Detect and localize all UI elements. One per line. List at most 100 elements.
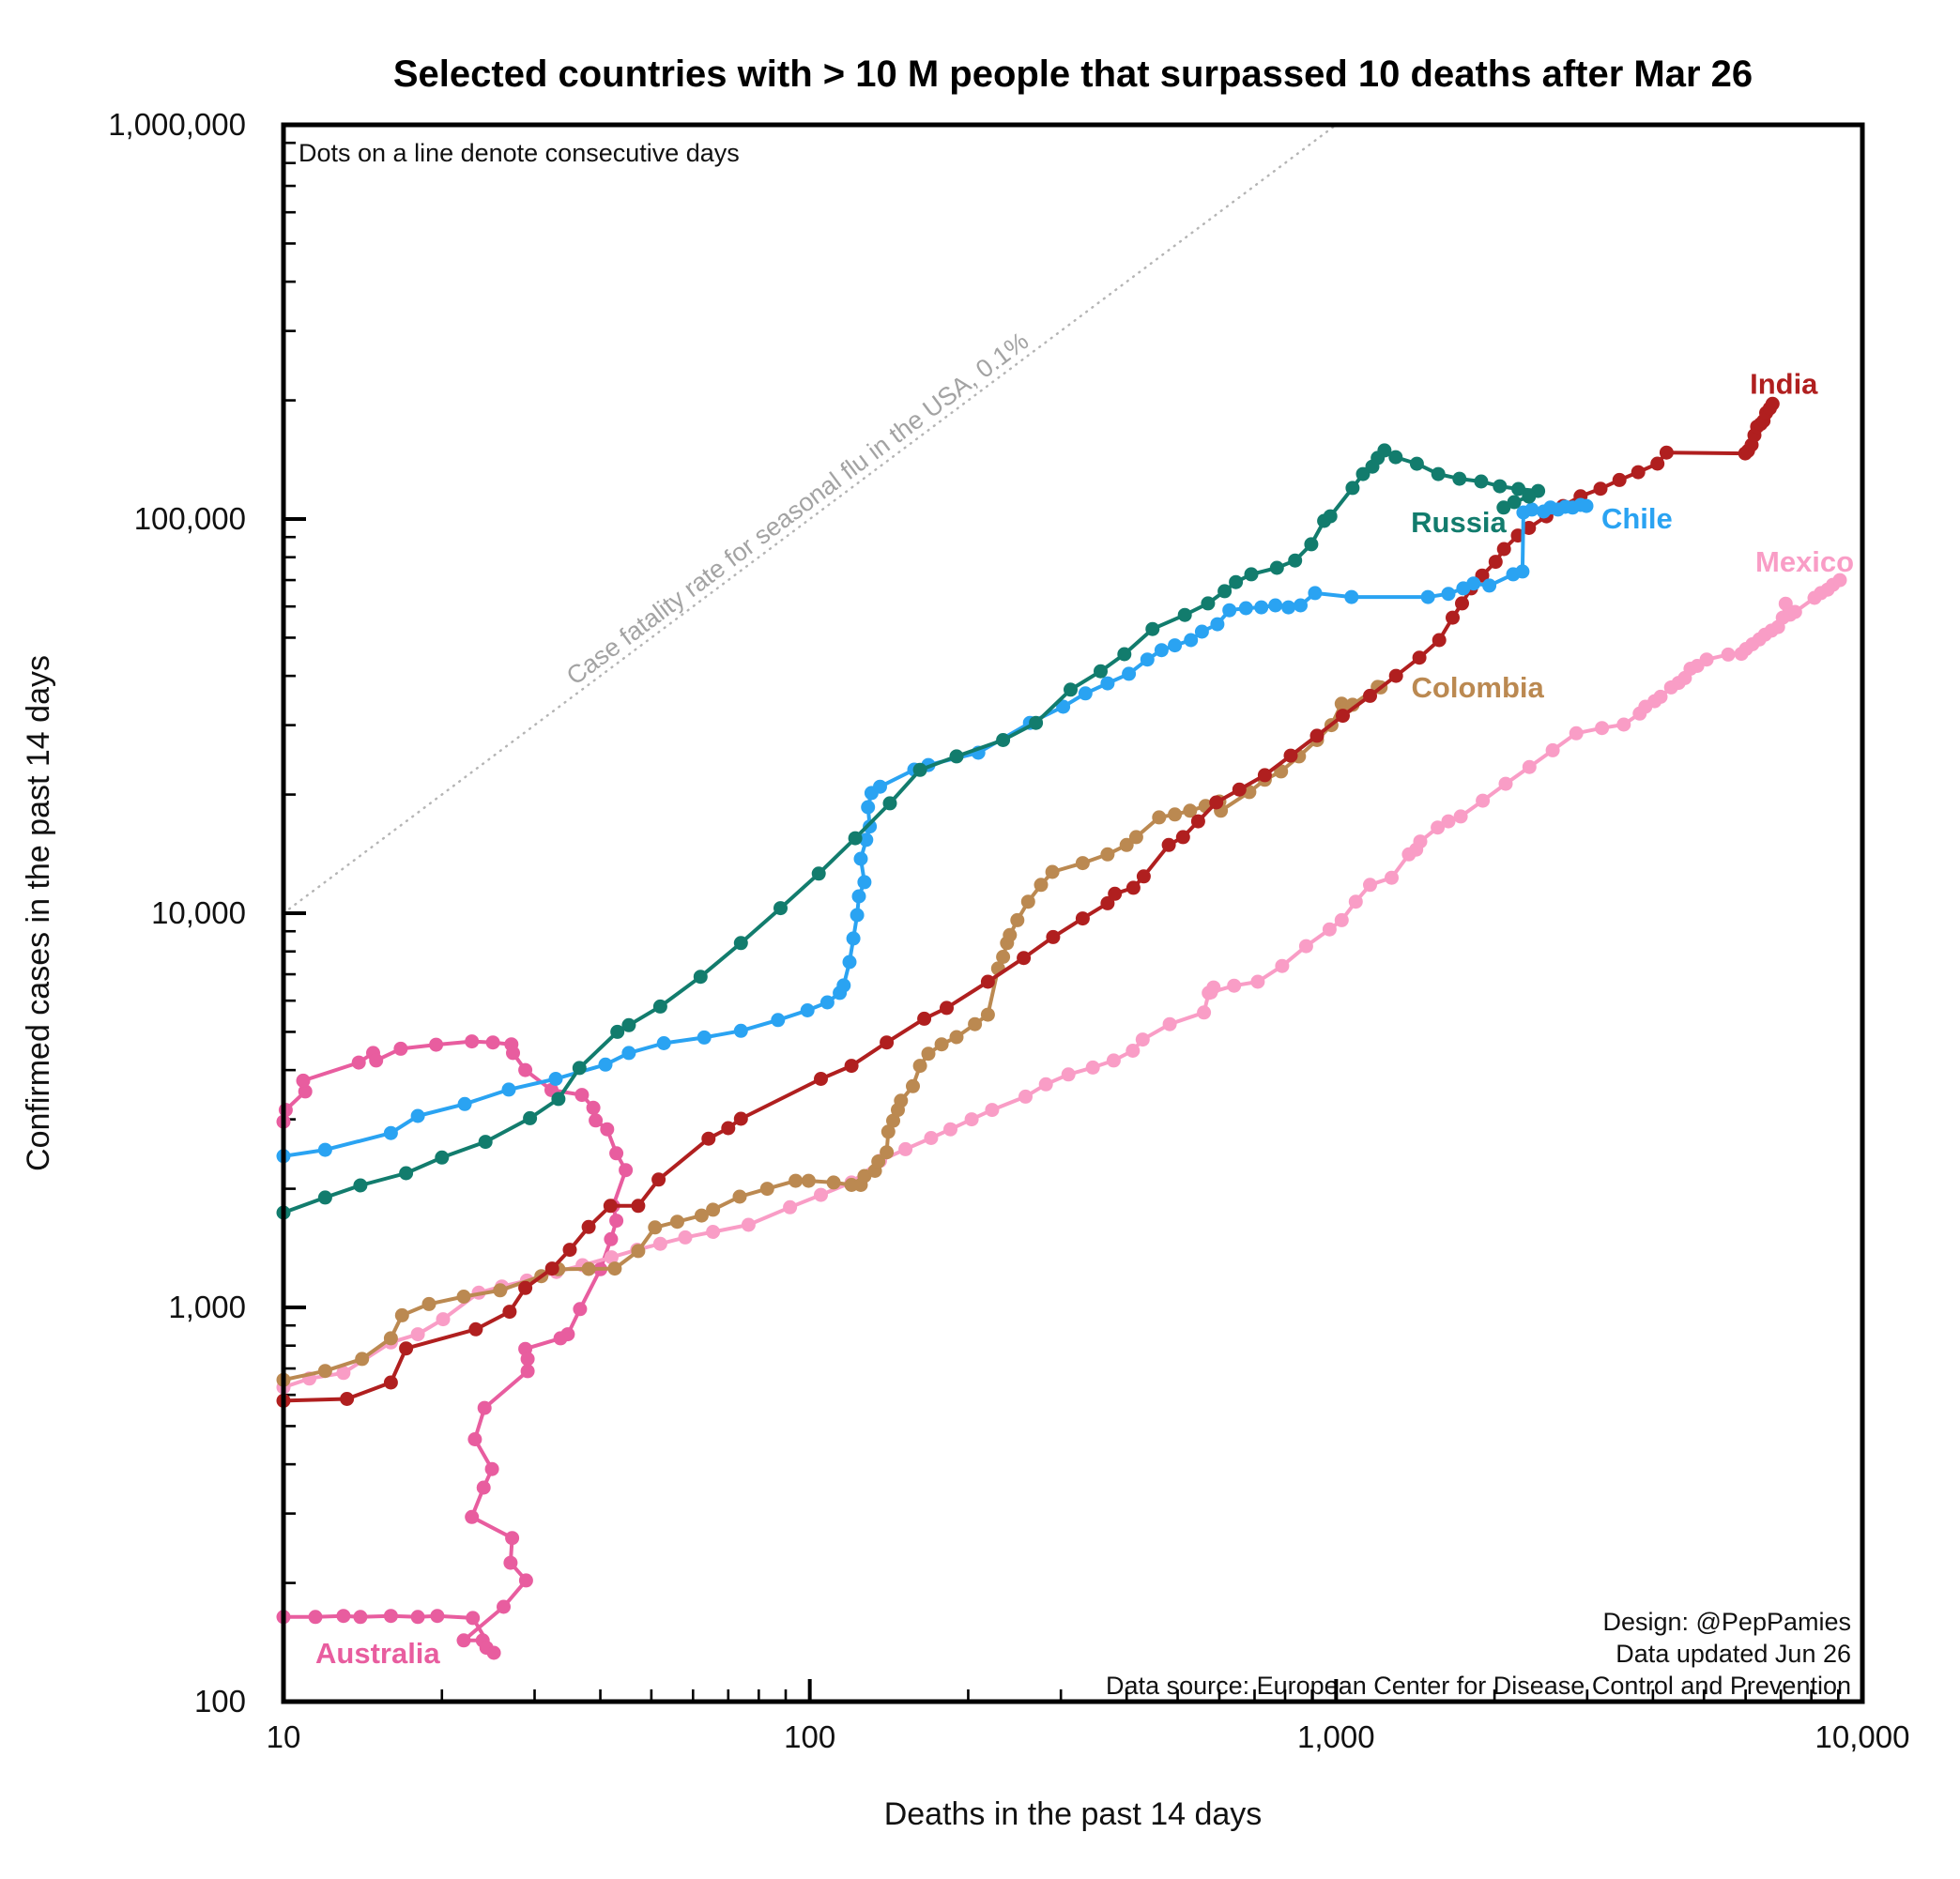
data-point: [1183, 803, 1198, 818]
data-point: [861, 800, 876, 815]
annotation-note: Dots on a line denote consecutive days: [299, 139, 740, 167]
x-axis-title: Deaths in the past 14 days: [884, 1796, 1263, 1832]
data-point: [1323, 509, 1338, 524]
data-point: [1431, 466, 1446, 481]
data-point: [600, 1122, 615, 1137]
data-point: [631, 1244, 646, 1259]
data-point: [873, 779, 887, 794]
data-point: [1388, 450, 1403, 465]
data-point: [574, 1088, 590, 1103]
data-point: [355, 1352, 370, 1367]
data-point: [1441, 587, 1456, 602]
data-point: [1222, 603, 1237, 618]
data-point: [1498, 776, 1513, 791]
data-point: [1476, 793, 1491, 808]
series-line-chile: [282, 503, 1588, 1158]
x-tick-label: 10: [267, 1719, 301, 1754]
data-point: [1409, 456, 1424, 471]
data-point: [1344, 589, 1359, 604]
data-point: [1075, 911, 1090, 926]
series-label-india: India: [1750, 367, 1818, 400]
data-point: [1108, 886, 1123, 901]
data-point: [436, 1312, 451, 1327]
data-point: [980, 1007, 995, 1022]
data-point: [1275, 958, 1290, 973]
data-point: [1128, 830, 1143, 845]
series-line-russia: [282, 448, 1540, 1214]
data-point: [940, 1001, 954, 1016]
data-point: [1117, 647, 1132, 662]
data-point: [1168, 807, 1183, 822]
data-point: [1254, 600, 1269, 615]
data-point: [1496, 500, 1511, 515]
data-point: [317, 1142, 332, 1157]
data-point: [924, 1131, 939, 1145]
data-point: [651, 1172, 666, 1187]
data-point: [1653, 689, 1668, 704]
data-point: [604, 1250, 619, 1265]
data-point: [1227, 978, 1242, 993]
data-point: [733, 1023, 748, 1038]
data-point: [912, 762, 927, 777]
data-point: [1194, 624, 1209, 639]
data-point: [1210, 617, 1225, 632]
data-point: [1085, 1060, 1100, 1075]
data-point: [1452, 471, 1467, 486]
x-tick-label: 1,000: [1297, 1719, 1375, 1754]
data-point: [485, 1035, 500, 1050]
data-point: [353, 1178, 368, 1193]
data-point: [1569, 726, 1584, 741]
data-point: [1778, 596, 1793, 611]
data-point: [1388, 668, 1403, 683]
data-point: [842, 955, 857, 970]
x-tick-label: 100: [784, 1719, 835, 1754]
data-point: [1765, 396, 1780, 411]
y-axis-title: Confirmed cases in the past 14 days: [21, 655, 56, 1171]
data-point: [1699, 652, 1714, 667]
data-point: [1466, 576, 1481, 591]
data-point: [814, 1072, 828, 1086]
chart-title: Selected countries with > 10 M people th…: [393, 53, 1753, 95]
data-point: [1345, 481, 1360, 496]
data-point: [773, 901, 788, 916]
data-point: [880, 1145, 895, 1160]
data-point: [1515, 564, 1530, 579]
data-point: [1363, 688, 1377, 703]
data-point: [1612, 472, 1627, 487]
x-tick-label: 10,000: [1815, 1719, 1910, 1754]
data-point: [811, 866, 826, 881]
data-point: [478, 1135, 493, 1150]
data-point: [399, 1166, 414, 1181]
data-point: [486, 1645, 501, 1660]
data-point: [520, 1352, 535, 1367]
data-point: [1721, 647, 1736, 662]
data-point: [1135, 1032, 1150, 1047]
data-point: [1094, 664, 1108, 679]
data-point: [1787, 604, 1802, 619]
data-point: [898, 1141, 913, 1156]
data-point: [1125, 880, 1141, 895]
data-point: [943, 1122, 957, 1137]
data-point: [783, 1199, 798, 1214]
data-point: [340, 1392, 355, 1406]
data-point: [1355, 466, 1370, 481]
data-point: [598, 1057, 613, 1072]
data-point: [1482, 578, 1497, 593]
plot-border: [281, 122, 1865, 1704]
data-point: [1229, 574, 1244, 589]
data-point: [501, 1082, 516, 1097]
data-point: [848, 831, 863, 846]
data-point: [1420, 589, 1435, 604]
data-point: [882, 796, 897, 811]
data-point: [383, 1375, 398, 1390]
data-point: [553, 1331, 568, 1346]
data-point: [609, 1146, 624, 1161]
data-point: [604, 1231, 619, 1246]
data-point: [429, 1037, 444, 1052]
data-point: [466, 1611, 481, 1626]
data-point: [477, 1400, 492, 1415]
data-point: [741, 1217, 756, 1232]
data-point: [1522, 759, 1537, 774]
credit-updated: Data updated Jun 26: [1615, 1640, 1851, 1668]
data-point: [1413, 834, 1428, 849]
